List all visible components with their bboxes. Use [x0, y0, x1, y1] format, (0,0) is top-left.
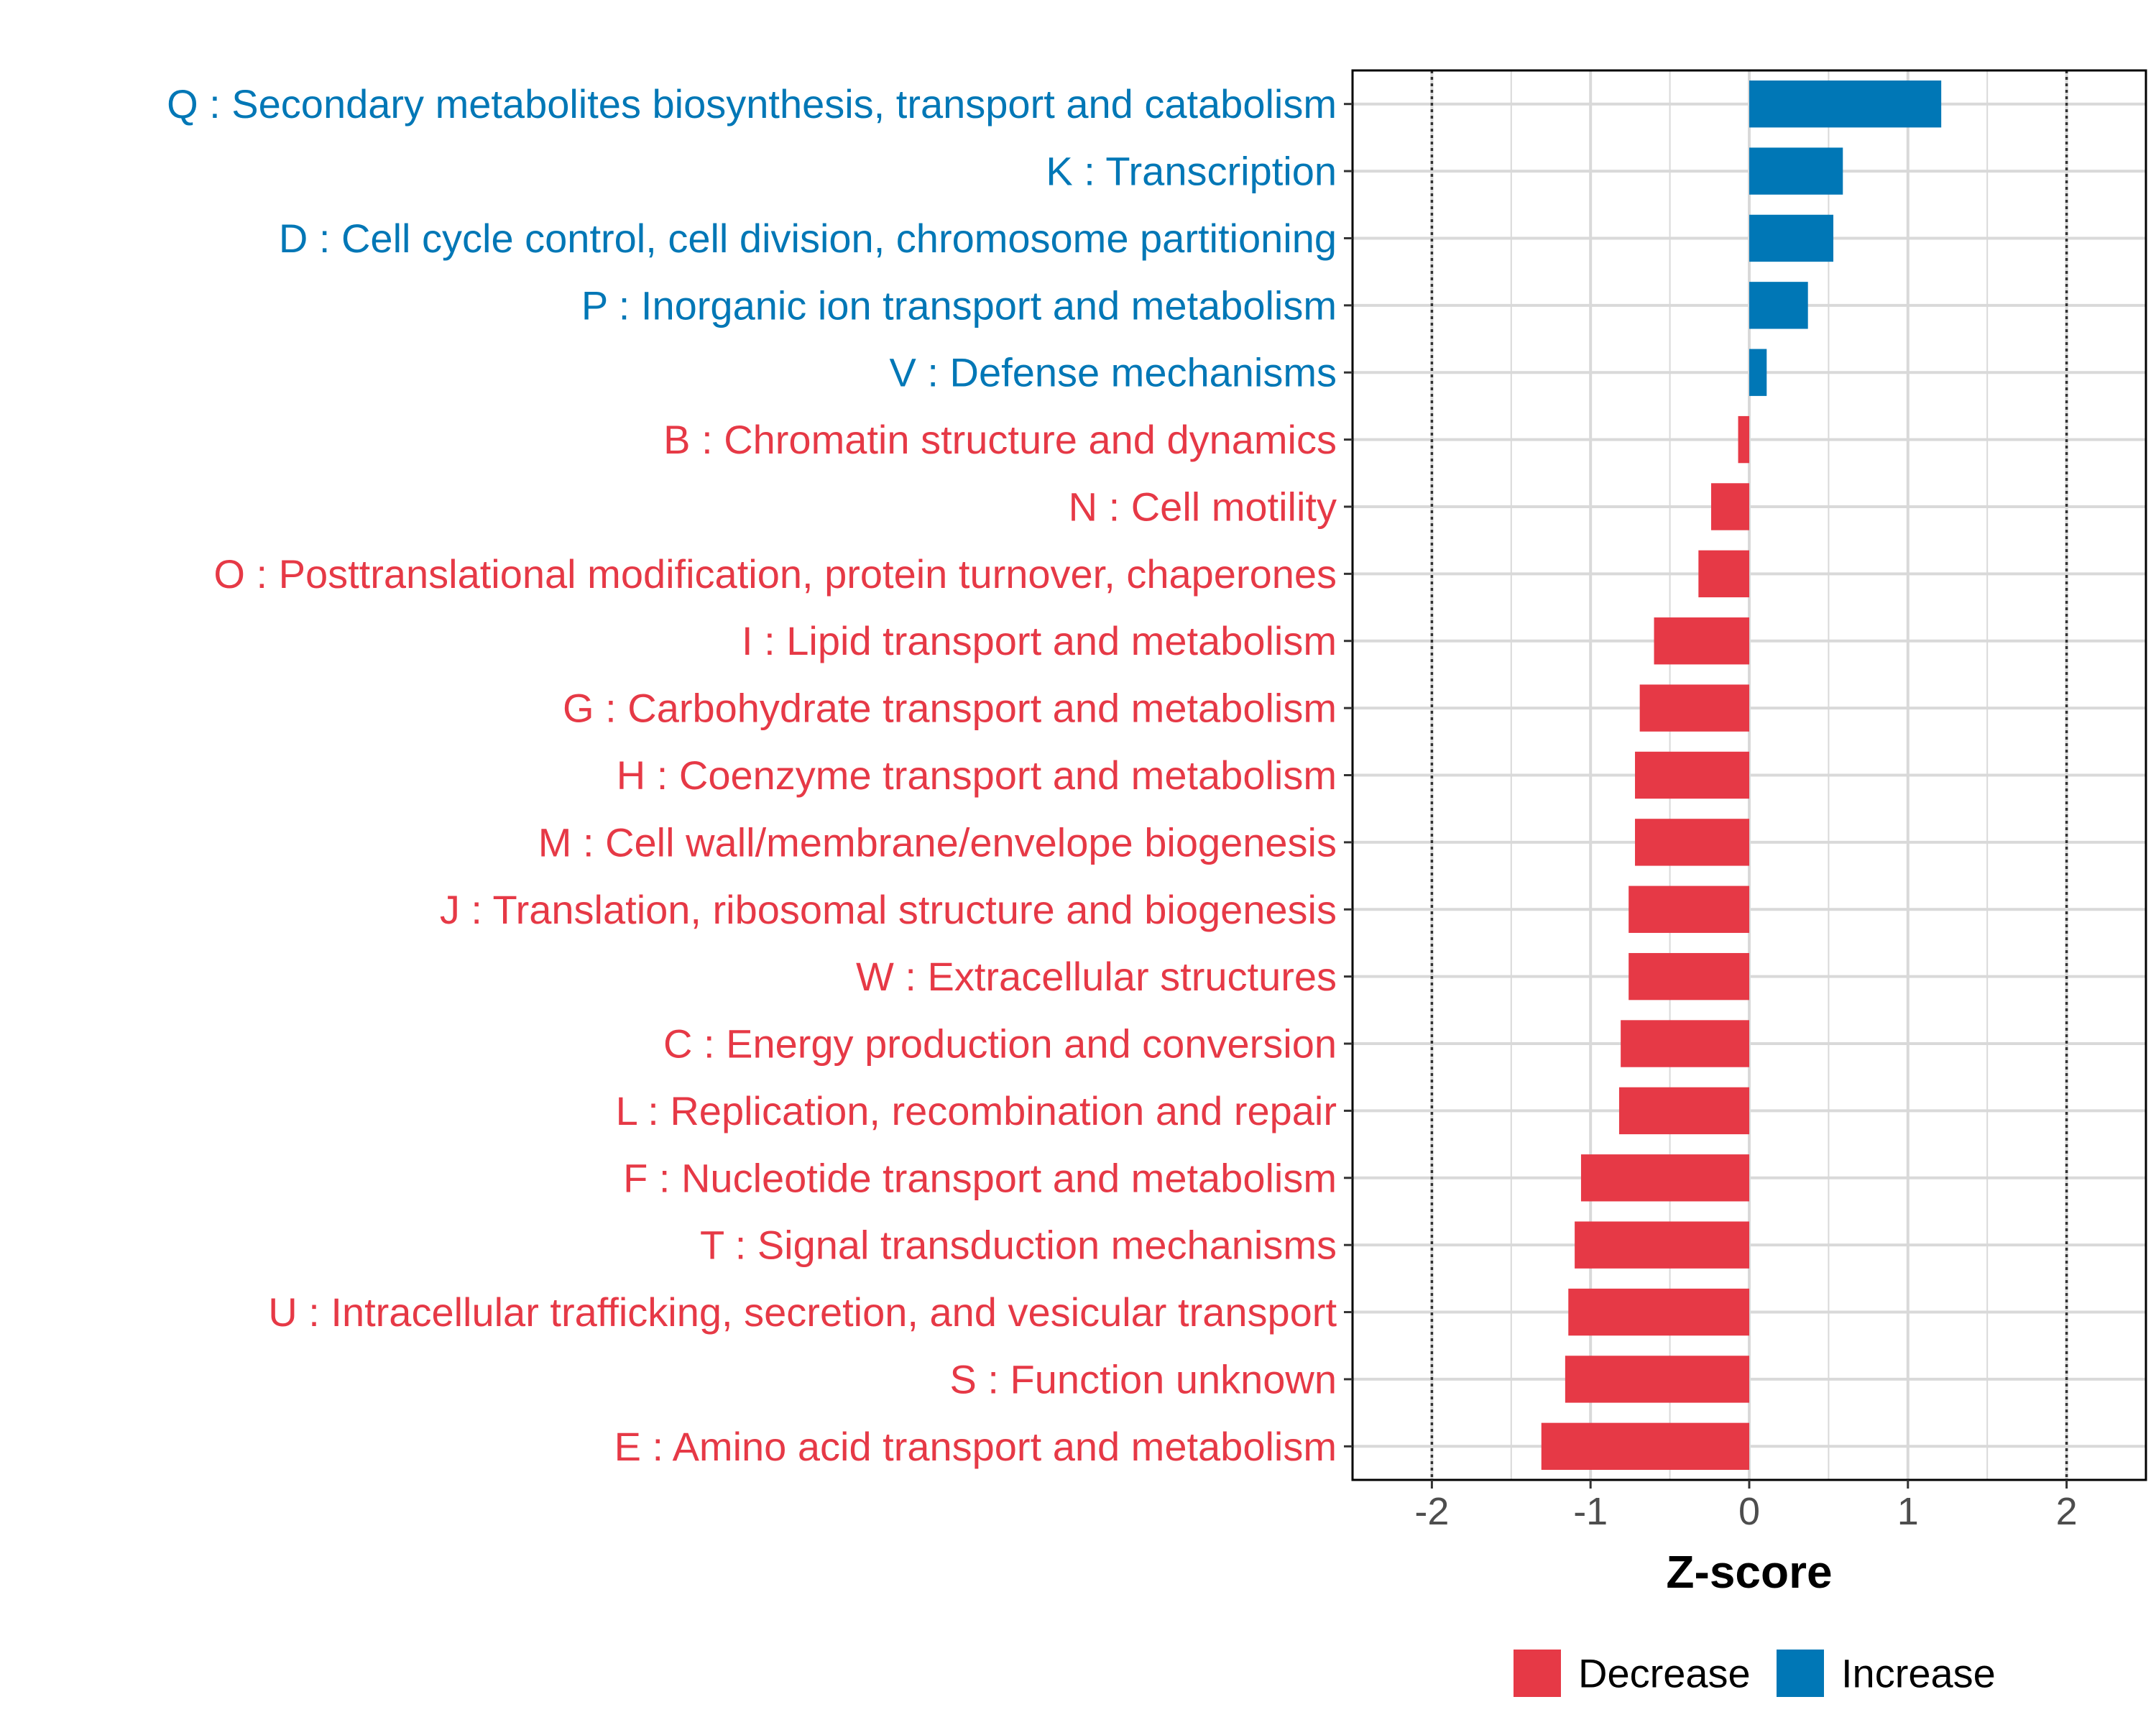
x-axis-ticks: -2 -1 0 1 2 — [1414, 1480, 2078, 1533]
legend: Decrease Increase — [1514, 1650, 1996, 1697]
bar-l — [1618, 1087, 1749, 1135]
bar-f — [1580, 1154, 1749, 1202]
category-label: M : Cell wall/membrane/envelope biogenes… — [538, 819, 1337, 865]
category-label: H : Coenzyme transport and metabolism — [617, 753, 1337, 798]
bar-v — [1749, 349, 1767, 396]
category-label: T : Signal transduction mechanisms — [700, 1223, 1337, 1268]
category-label: G : Carbohydrate transport and metabolis… — [563, 686, 1337, 731]
legend-label-increase: Increase — [1841, 1651, 1996, 1696]
y-axis-category-labels: Q : Secondary metabolites biosynthesis, … — [167, 81, 1337, 1469]
bar-s — [1565, 1356, 1749, 1403]
category-label: K : Transcription — [1046, 149, 1337, 194]
category-label: D : Cell cycle control, cell division, c… — [279, 216, 1337, 261]
category-label: C : Energy production and conversion — [663, 1021, 1337, 1067]
bar-g — [1639, 684, 1749, 732]
x-tick-label: 0 — [1738, 1490, 1760, 1533]
category-label: Q : Secondary metabolites biosynthesis, … — [167, 81, 1337, 126]
bar-o — [1698, 550, 1749, 598]
category-label: U : Intracellular trafficking, secretion… — [268, 1289, 1337, 1335]
category-label: S : Function unknown — [949, 1356, 1337, 1402]
category-label: O : Posttranslational modification, prot… — [213, 551, 1337, 597]
bar-k — [1749, 147, 1843, 195]
bar-j — [1628, 886, 1749, 933]
bar-q — [1749, 80, 1942, 128]
x-tick-label: 2 — [2056, 1490, 2078, 1533]
reference-lines — [1430, 70, 2068, 1480]
bar-h — [1635, 751, 1749, 799]
bar-p — [1749, 282, 1808, 329]
x-tick-label: -2 — [1414, 1490, 1449, 1533]
legend-label-decrease: Decrease — [1578, 1651, 1751, 1696]
bar-t — [1575, 1221, 1749, 1269]
bar-w — [1628, 952, 1749, 1000]
bar-m — [1635, 819, 1749, 866]
bar-d — [1749, 214, 1834, 262]
category-label: W : Extracellular structures — [856, 954, 1337, 999]
bar-e — [1541, 1422, 1749, 1470]
bar-n — [1711, 483, 1749, 530]
bar-c — [1621, 1020, 1749, 1067]
category-label: L : Replication, recombination and repai… — [616, 1088, 1337, 1133]
category-label: B : Chromatin structure and dynamics — [663, 417, 1337, 462]
category-label: F : Nucleotide transport and metabolism — [623, 1155, 1337, 1200]
category-label: N : Cell motility — [1069, 484, 1337, 529]
category-label: E : Amino acid transport and metabolism — [614, 1424, 1337, 1469]
bar-u — [1568, 1288, 1749, 1336]
category-label: I : Lipid transport and metabolism — [742, 618, 1337, 663]
bars — [1541, 80, 1942, 1470]
category-label: J : Translation, ribosomal structure and… — [440, 887, 1337, 932]
category-label: V : Defense mechanisms — [890, 350, 1337, 395]
x-tick-label: -1 — [1573, 1490, 1608, 1533]
y-axis-ticks — [1344, 103, 1353, 1448]
bar-i — [1654, 617, 1749, 665]
x-axis-title: Z-score — [1666, 1546, 1832, 1598]
legend-key-increase — [1777, 1650, 1824, 1697]
x-tick-label: 1 — [1897, 1490, 1919, 1533]
legend-key-decrease — [1514, 1650, 1561, 1697]
bar-b — [1738, 415, 1749, 464]
category-label: P : Inorganic ion transport and metaboli… — [581, 282, 1337, 328]
